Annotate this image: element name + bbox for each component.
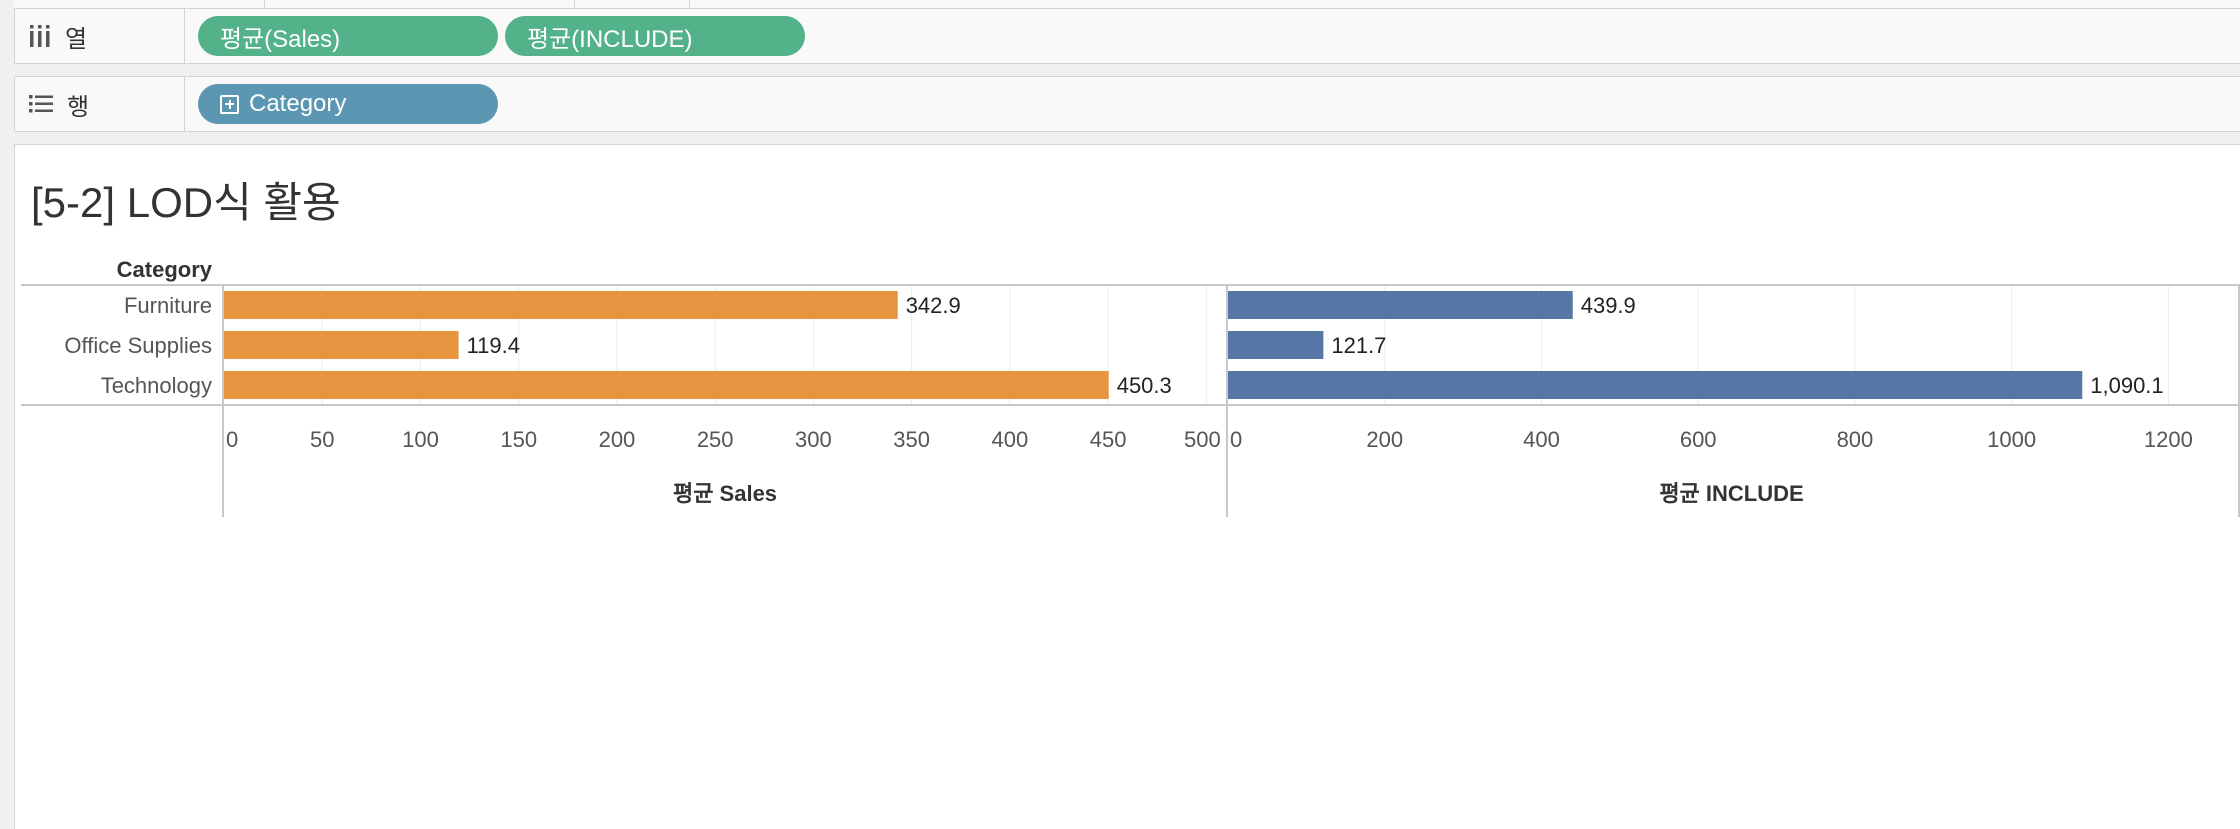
viz-area[interactable]: [5-2] LOD식 활용 Category 342.9 119.4 450.3 0 50… (14, 144, 2240, 829)
expand-plus-icon[interactable] (220, 94, 239, 114)
rows-icon (29, 94, 53, 114)
data-label: 121.7 (1331, 333, 1386, 358)
tick-label: 600 (1680, 427, 1717, 452)
bar-technology[interactable] (1228, 371, 2083, 399)
tick-label: 1200 (2144, 427, 2193, 452)
axis-title: 평균 Sales (673, 481, 777, 506)
bar-office-supplies[interactable] (1228, 331, 1324, 359)
data-label: 450.3 (1117, 373, 1172, 398)
pill-label: 평균(Sales) (220, 25, 341, 53)
columns-shelf-label: 열 (15, 9, 185, 63)
rows-shelf-text: 행 (67, 93, 90, 121)
data-label: 119.4 (467, 333, 520, 358)
data-label: 439.9 (1581, 293, 1636, 318)
category-label[interactable]: Technology (101, 373, 212, 398)
worksheet-title: [5-2] LOD식 활용 (31, 179, 341, 226)
tick-label: 200 (1366, 427, 1403, 452)
strip-divider (689, 0, 690, 8)
bar-furniture[interactable] (1228, 291, 1573, 319)
tick-label: 300 (795, 427, 832, 452)
bar-furniture[interactable] (224, 291, 898, 319)
rows-shelf-label: 행 (15, 77, 185, 131)
rows-shelf[interactable]: 행 Category (14, 76, 2240, 132)
data-label: 342.9 (906, 293, 961, 318)
axis-title: 평균 INCLUDE (1659, 481, 1803, 506)
columns-shelf[interactable]: 열 평균(Sales) 평균(INCLUDE) (14, 8, 2240, 64)
tick-label: 0 (1230, 427, 1242, 452)
strip-divider (264, 0, 265, 8)
tick-label: 50 (310, 427, 334, 452)
tick-label: 100 (402, 427, 439, 452)
bar-technology[interactable] (224, 371, 1109, 399)
tick-label: 400 (992, 427, 1029, 452)
row-header-category: Category (117, 257, 213, 282)
pill-category[interactable]: Category (198, 84, 498, 124)
tick-label: 350 (893, 427, 930, 452)
pill-label: 평균(INCLUDE) (527, 25, 693, 53)
tick-label: 1000 (1987, 427, 2036, 452)
bar-chart[interactable]: Category 342.9 119.4 450.3 0 50 100 150 200 250 30… (15, 145, 2240, 829)
pill-avg-sales[interactable]: 평균(Sales) (198, 16, 498, 56)
tick-label: 0 (226, 427, 238, 452)
columns-shelf-text: 열 (65, 25, 88, 53)
tick-label: 250 (697, 427, 734, 452)
tick-label: 500 (1184, 427, 1221, 452)
data-label: 1,090.1 (2090, 373, 2163, 398)
tick-label: 400 (1523, 427, 1560, 452)
pill-avg-include[interactable]: 평균(INCLUDE) (505, 16, 805, 56)
tick-label: 200 (599, 427, 636, 452)
columns-icon (29, 25, 51, 47)
tick-label: 150 (500, 427, 537, 452)
tick-label: 800 (1837, 427, 1874, 452)
category-label[interactable]: Office Supplies (64, 333, 212, 358)
bar-office-supplies[interactable] (224, 331, 459, 359)
tick-label: 450 (1090, 427, 1127, 452)
pill-label: Category (249, 90, 347, 117)
strip-divider (574, 0, 575, 8)
category-label[interactable]: Furniture (124, 293, 212, 318)
